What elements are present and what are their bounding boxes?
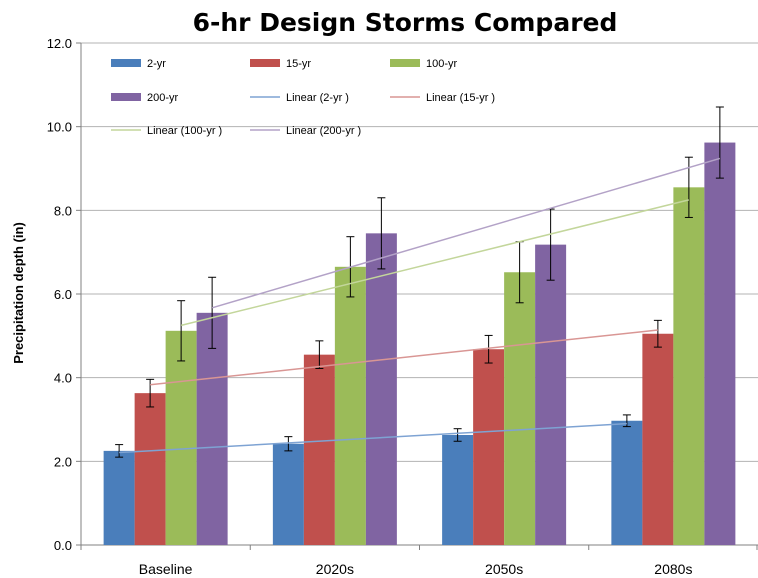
bar-100-yr <box>165 330 197 545</box>
legend-swatch <box>390 59 420 67</box>
bar-15-yr <box>642 333 674 545</box>
x-category-label: 2050s <box>485 561 523 577</box>
bar-15-yr <box>134 393 166 545</box>
bar-100-yr <box>334 266 366 545</box>
trendline <box>180 199 690 327</box>
x-category-label: Baseline <box>139 561 193 577</box>
x-category-label: 2080s <box>654 561 692 577</box>
legend-label: Linear (200-yr ) <box>286 125 361 137</box>
legend-swatch <box>250 59 280 67</box>
bar-200-yr <box>365 233 397 545</box>
bar-100-yr <box>673 187 705 545</box>
y-tick-label: 4.0 <box>54 371 72 386</box>
bar-200-yr <box>196 312 228 545</box>
bar-2-yr <box>272 443 304 545</box>
y-tick-label: 0.0 <box>54 538 72 553</box>
bar-200-yr <box>535 244 567 546</box>
x-category-label: 2020s <box>316 561 354 577</box>
bar-200-yr <box>704 142 736 545</box>
legend-swatch <box>111 59 141 67</box>
y-tick-label: 2.0 <box>54 454 72 469</box>
y-tick-label: 12.0 <box>47 36 72 51</box>
chart-title: 6-hr Design Storms Compared <box>193 8 618 37</box>
legend-label: 100-yr <box>426 58 458 70</box>
legend-label: 2-yr <box>147 58 166 70</box>
trendline <box>119 422 627 454</box>
legend-label: Linear (15-yr ) <box>426 92 495 104</box>
y-tick-label: 6.0 <box>54 287 72 302</box>
y-tick-label: 8.0 <box>54 203 72 218</box>
legend-label: 200-yr <box>147 92 179 104</box>
bar-15-yr <box>303 354 335 545</box>
legend-label: Linear (100-yr ) <box>147 125 222 137</box>
bar-100-yr <box>504 272 536 545</box>
legend-label: Linear (2-yr ) <box>286 92 349 104</box>
legend-swatch <box>111 93 141 101</box>
bar-2-yr <box>103 450 135 545</box>
bar-15-yr <box>473 349 505 545</box>
trendline <box>150 329 658 386</box>
legend-label: 15-yr <box>286 58 311 70</box>
bar-2-yr <box>611 420 643 545</box>
y-axis-label: Precipitation depth (in) <box>11 222 26 364</box>
bar-2-yr <box>442 434 474 545</box>
trendline <box>211 157 721 309</box>
y-tick-label: 10.0 <box>47 120 72 135</box>
